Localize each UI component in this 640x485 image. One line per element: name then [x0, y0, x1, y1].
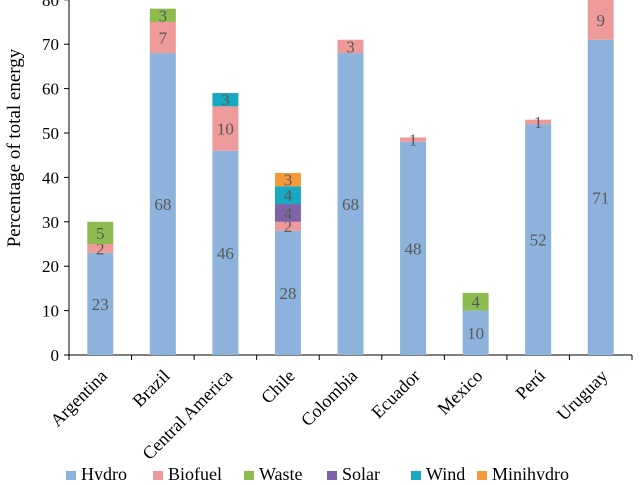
bar-segment-waste	[87, 221, 114, 244]
bar-segment-biofuel	[274, 221, 301, 231]
x-category-label: Chile	[257, 366, 299, 408]
legend-swatch-hydro	[66, 471, 76, 481]
data-label: 52	[530, 231, 547, 250]
legend-swatch-wind	[411, 471, 421, 481]
bar-segment-minihydro	[274, 172, 301, 187]
bar-segment-biofuel	[212, 106, 239, 151]
legend-swatch-waste	[244, 471, 254, 481]
bar-segment-biofuel	[525, 119, 552, 125]
bar-segment-solar	[274, 204, 301, 222]
bar-segment-biofuel	[587, 0, 614, 40]
data-label: 48	[405, 239, 422, 258]
bar-segment-hydro	[462, 310, 489, 355]
bar-segment-hydro	[87, 252, 114, 355]
bar-segment-wind	[212, 93, 239, 107]
legend-swatch-biofuel	[153, 471, 163, 481]
bar-segment-wind	[274, 186, 301, 205]
data-label: 68	[154, 195, 171, 214]
y-tick-label: 70	[42, 35, 59, 54]
bar-segment-biofuel	[400, 137, 427, 142]
legend-label-hydro: Hydro	[81, 464, 127, 480]
data-label: 4	[284, 186, 293, 205]
data-label: 1	[534, 113, 543, 132]
x-category-label: Uruguay	[553, 366, 612, 425]
legend-label-minihydro: Minihydro	[492, 464, 569, 480]
x-category-label: Colombia	[297, 366, 361, 430]
bar-segment-hydro	[337, 53, 364, 356]
y-tick-label: 40	[42, 168, 59, 187]
data-label: 23	[92, 295, 109, 314]
legend-label-waste: Waste	[259, 464, 303, 480]
bar-segment-biofuel	[337, 39, 364, 54]
data-label: 46	[217, 244, 234, 263]
bar-segment-hydro	[274, 230, 301, 355]
legend-swatch-solar	[327, 471, 337, 481]
y-tick-label: 20	[42, 257, 59, 276]
bar-segment-hydro	[400, 141, 427, 355]
bar-segment-hydro	[587, 39, 614, 355]
data-label: 4	[471, 293, 480, 312]
x-category-label: Ecuador	[367, 366, 424, 423]
data-label: 7	[159, 29, 168, 48]
x-category-label: Mexico	[433, 366, 486, 419]
y-tick-label: 10	[42, 302, 59, 321]
data-label: 3	[284, 171, 293, 190]
data-label: 5	[96, 224, 105, 243]
y-axis-title: Percentage of total energy	[4, 48, 25, 247]
bar-segment-biofuel	[87, 244, 114, 253]
data-label: 2	[96, 239, 105, 258]
data-label: 1	[409, 131, 418, 150]
bar-segment-waste	[149, 8, 176, 22]
y-tick-label: 30	[42, 213, 59, 232]
y-tick-label: 60	[42, 80, 59, 99]
bar-segment-hydro	[525, 124, 552, 356]
data-label: 2	[284, 217, 293, 236]
data-label: 71	[592, 188, 609, 207]
x-category-label: Perú	[512, 366, 549, 403]
y-tick-label: 0	[51, 346, 60, 365]
legend-label-solar: Solar	[342, 464, 380, 480]
legend-label-biofuel: Biofuel	[168, 464, 222, 480]
data-label: 4	[284, 204, 293, 223]
legend-swatch-minihydro	[477, 471, 487, 481]
data-label: 3	[159, 6, 168, 25]
data-label: 10	[467, 324, 484, 343]
bar-segment-hydro	[212, 150, 239, 355]
legend-label-wind: Wind	[426, 464, 465, 480]
y-tick-label: 80	[42, 0, 59, 10]
data-label: 68	[342, 195, 359, 214]
data-label: 3	[346, 37, 355, 56]
y-tick-label: 50	[42, 124, 59, 143]
data-label: 10	[217, 120, 234, 139]
bar-segment-hydro	[149, 53, 176, 356]
bar-segment-waste	[462, 292, 489, 311]
x-category-label: Argentina	[46, 366, 111, 431]
data-label: 3	[221, 91, 230, 110]
data-label: 28	[279, 284, 296, 303]
x-category-label: Brazil	[128, 366, 173, 411]
data-label: 9	[596, 11, 605, 30]
bar-segment-biofuel	[149, 22, 176, 54]
